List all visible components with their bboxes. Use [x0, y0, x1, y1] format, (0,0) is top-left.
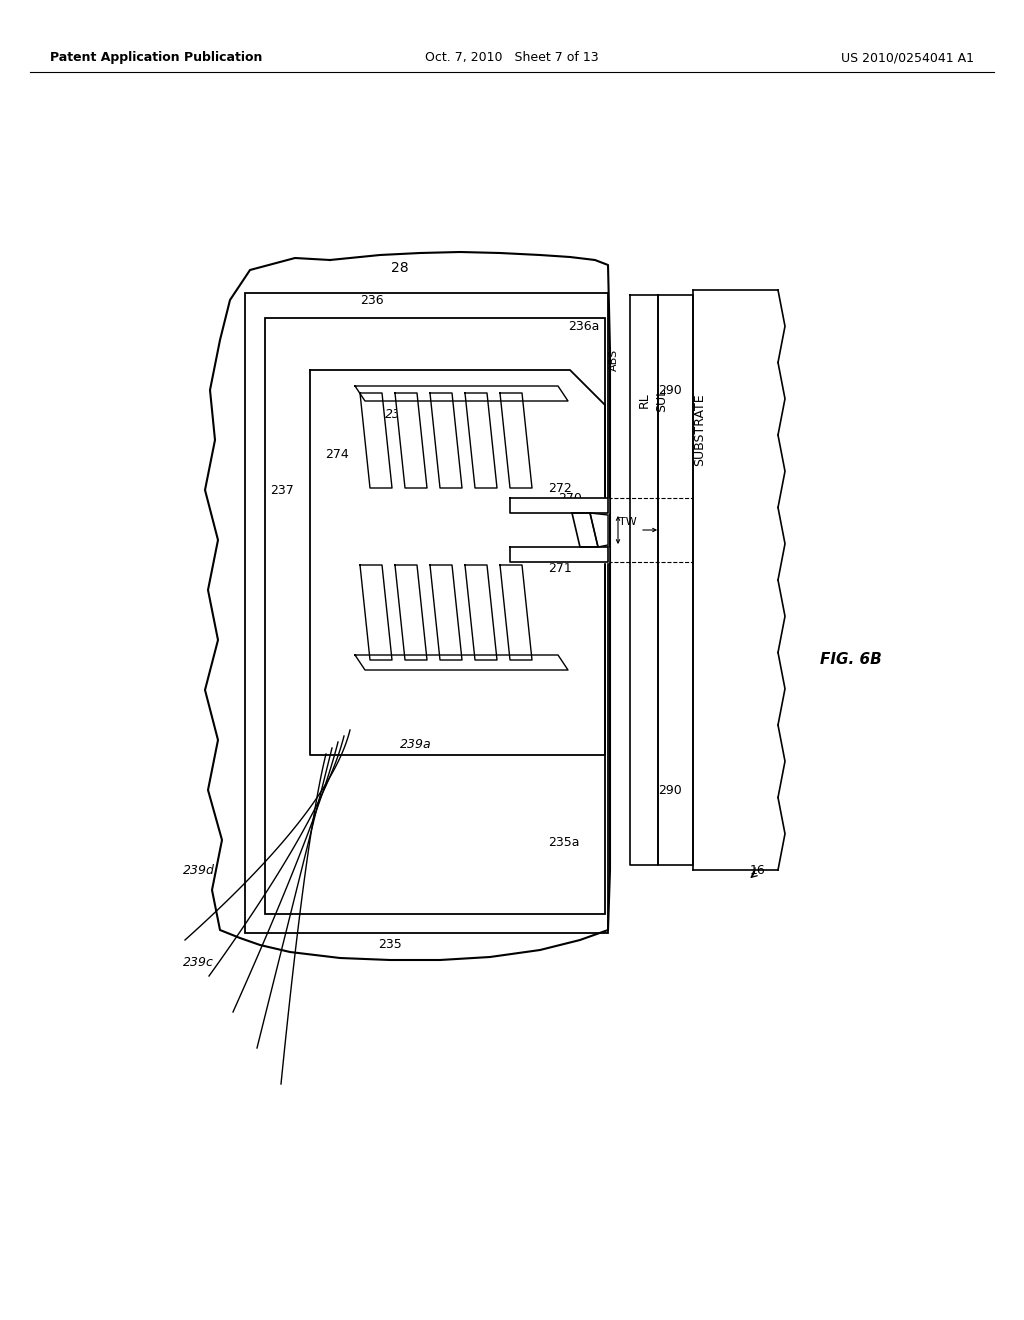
Text: FIG. 6B: FIG. 6B [820, 652, 882, 668]
Text: Patent Application Publication: Patent Application Publication [50, 51, 262, 65]
Polygon shape [465, 565, 497, 660]
Polygon shape [590, 513, 608, 546]
Text: 239d: 239d [183, 863, 215, 876]
Text: 270: 270 [558, 491, 582, 504]
Polygon shape [465, 393, 497, 488]
Text: 235a: 235a [548, 836, 580, 849]
Text: 16: 16 [750, 863, 766, 876]
Text: RL: RL [638, 392, 650, 408]
Text: 290: 290 [658, 384, 682, 396]
Polygon shape [395, 393, 427, 488]
Text: 236: 236 [360, 293, 384, 306]
Text: 239b: 239b [385, 408, 417, 421]
Text: Oct. 7, 2010   Sheet 7 of 13: Oct. 7, 2010 Sheet 7 of 13 [425, 51, 599, 65]
Text: 290: 290 [658, 784, 682, 796]
Text: 239a: 239a [400, 738, 432, 751]
Polygon shape [395, 565, 427, 660]
Polygon shape [500, 393, 532, 488]
Text: 237: 237 [270, 483, 294, 496]
Text: 272: 272 [548, 483, 571, 495]
Polygon shape [510, 546, 608, 562]
Text: 235: 235 [378, 939, 401, 952]
Text: ABS: ABS [609, 348, 618, 371]
Polygon shape [572, 513, 598, 546]
Polygon shape [500, 565, 532, 660]
Text: 274: 274 [325, 449, 349, 462]
Polygon shape [430, 565, 462, 660]
Polygon shape [510, 498, 608, 513]
Text: 239c: 239c [183, 956, 214, 969]
Polygon shape [630, 294, 658, 865]
Bar [245, 293, 608, 933]
Text: SUBSTRATE: SUBSTRATE [693, 393, 707, 466]
Bar [265, 318, 605, 913]
Polygon shape [430, 393, 462, 488]
Text: TW: TW [618, 517, 637, 527]
Polygon shape [360, 565, 392, 660]
Polygon shape [355, 385, 568, 401]
Text: 236a: 236a [568, 321, 599, 334]
Text: SUL: SUL [655, 388, 669, 412]
Text: 271: 271 [548, 561, 571, 574]
Polygon shape [360, 393, 392, 488]
Polygon shape [355, 655, 568, 671]
Text: 28: 28 [391, 261, 409, 275]
Polygon shape [658, 294, 693, 865]
Text: US 2010/0254041 A1: US 2010/0254041 A1 [841, 51, 974, 65]
